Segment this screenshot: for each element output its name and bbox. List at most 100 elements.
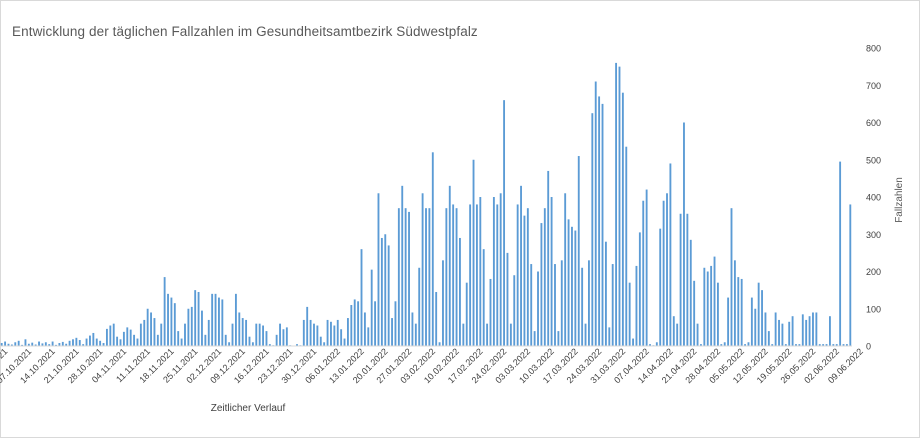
bar (207, 319, 210, 346)
bar (323, 342, 326, 346)
bar (492, 197, 495, 346)
bar (700, 344, 702, 346)
bar (285, 327, 288, 347)
bar (723, 342, 726, 346)
bar (584, 323, 587, 346)
bar (513, 275, 516, 347)
bars-group (0, 62, 852, 347)
bar (241, 318, 244, 346)
bar (27, 343, 30, 346)
bar (255, 323, 258, 346)
bar (377, 193, 380, 346)
bar (357, 301, 360, 346)
bar (72, 339, 74, 347)
bar (577, 156, 580, 346)
bar (588, 260, 590, 346)
bar (594, 81, 597, 347)
bar (737, 277, 740, 346)
bar (238, 312, 241, 346)
bar (523, 215, 526, 347)
bar (662, 200, 665, 346)
bar (771, 344, 774, 346)
bar (418, 267, 421, 346)
bar (693, 280, 696, 346)
bar (102, 343, 105, 346)
bar (506, 252, 509, 347)
bar (170, 297, 173, 346)
bar (404, 208, 407, 346)
bar (530, 264, 533, 346)
bar (234, 293, 237, 346)
bar (812, 312, 814, 346)
bar (526, 208, 529, 346)
bar (346, 318, 349, 346)
bar (65, 343, 68, 346)
bar (591, 113, 594, 346)
bar (839, 161, 842, 346)
y-tick-label: 200 (866, 267, 881, 277)
bar (560, 260, 563, 346)
bar (740, 278, 743, 346)
bar (245, 319, 248, 346)
bar (537, 271, 539, 346)
bar (333, 325, 336, 346)
bar (370, 269, 373, 346)
bar (194, 290, 197, 347)
bar (727, 297, 730, 346)
bar (374, 301, 377, 346)
bar (784, 344, 787, 346)
bar (350, 305, 353, 346)
bar (452, 204, 455, 346)
bar (618, 66, 621, 347)
bar (801, 314, 804, 346)
bar (41, 343, 44, 346)
bar (655, 342, 658, 346)
bar (360, 249, 363, 346)
bar (99, 340, 102, 346)
bar (615, 62, 618, 347)
y-tick-label: 300 (866, 230, 881, 240)
bar (635, 265, 638, 346)
bar (649, 344, 651, 346)
bar (197, 291, 200, 346)
bar (153, 318, 156, 346)
bar (750, 297, 753, 346)
bar (4, 341, 7, 346)
bar (275, 334, 278, 346)
bar (122, 331, 125, 346)
bar (459, 237, 461, 346)
bar (795, 344, 797, 346)
bar (336, 319, 339, 346)
bar (163, 277, 166, 346)
bar (754, 308, 757, 346)
bar (676, 323, 679, 346)
bar (808, 316, 811, 346)
bar (282, 329, 285, 346)
bar (455, 208, 458, 346)
bar (143, 319, 146, 346)
bar (540, 223, 543, 346)
bar (642, 200, 645, 346)
bar (475, 204, 478, 346)
bar (14, 342, 17, 346)
bar (557, 331, 560, 346)
bar (604, 241, 607, 346)
bar (133, 334, 136, 346)
bar (706, 271, 709, 346)
bar (486, 323, 489, 346)
bar (146, 308, 149, 346)
bar (679, 213, 682, 346)
bar (387, 245, 390, 347)
bar (442, 260, 444, 346)
bar (38, 341, 40, 346)
bar (689, 239, 692, 346)
bar (472, 159, 475, 346)
bar (190, 306, 193, 346)
bar (788, 321, 791, 346)
bar (397, 208, 400, 346)
bar (367, 327, 370, 347)
bar (520, 185, 522, 346)
bar (89, 335, 91, 346)
bar (34, 344, 37, 346)
bar (160, 323, 163, 346)
